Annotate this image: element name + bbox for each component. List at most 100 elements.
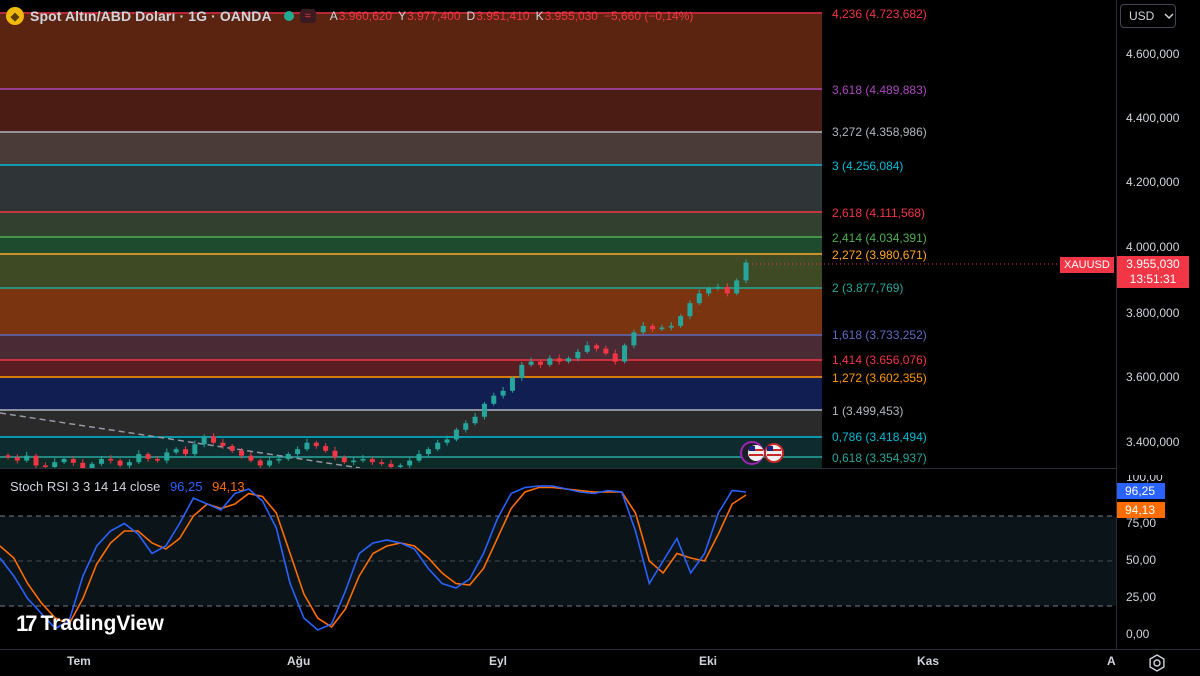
candle[interactable]: [640, 325, 646, 333]
fib-label[interactable]: 1,618 (3.733,252): [832, 328, 927, 342]
fib-label[interactable]: 2 (3.877,769): [832, 281, 904, 295]
candle[interactable]: [126, 462, 132, 466]
candle[interactable]: [509, 377, 515, 391]
dashed-trendline[interactable]: [0, 412, 361, 469]
candle[interactable]: [575, 351, 581, 359]
candle[interactable]: [379, 462, 385, 464]
fib-label[interactable]: 3,272 (4.358,986): [832, 125, 927, 139]
candle[interactable]: [584, 345, 590, 352]
candle[interactable]: [622, 345, 628, 362]
candle[interactable]: [388, 463, 394, 468]
candle[interactable]: [360, 458, 366, 461]
candle[interactable]: [678, 316, 684, 326]
fib-label[interactable]: 2,618 (4.111,568): [832, 206, 925, 220]
candle[interactable]: [267, 460, 273, 466]
fib-label[interactable]: 1 (3.499,453): [832, 404, 904, 418]
candle[interactable]: [220, 442, 226, 446]
candle[interactable]: [743, 262, 749, 281]
candle[interactable]: [332, 450, 338, 458]
candle[interactable]: [603, 348, 609, 354]
symbol-title[interactable]: Spot Altın/ABD Doları · 1G · OANDA: [30, 8, 272, 24]
candle[interactable]: [547, 358, 553, 365]
candle[interactable]: [276, 458, 282, 461]
candle[interactable]: [182, 449, 188, 455]
fib-label[interactable]: 3,618 (4.489,883): [832, 83, 927, 97]
candle[interactable]: [416, 454, 422, 461]
candle[interactable]: [201, 436, 207, 445]
candle[interactable]: [444, 439, 450, 443]
candle[interactable]: [696, 293, 702, 304]
candle[interactable]: [369, 458, 375, 463]
candle[interactable]: [650, 325, 656, 330]
candle[interactable]: [164, 452, 170, 461]
candle[interactable]: [42, 465, 48, 468]
candle[interactable]: [537, 361, 543, 365]
candle[interactable]: [239, 450, 245, 456]
candle[interactable]: [397, 465, 403, 468]
candle[interactable]: [145, 454, 151, 459]
candle[interactable]: [631, 332, 637, 346]
candle[interactable]: [154, 458, 160, 461]
candle[interactable]: [407, 460, 413, 466]
tradingview-logo[interactable]: 17 TradingView: [16, 611, 164, 637]
fib-label[interactable]: 1,414 (3.656,076): [832, 353, 927, 367]
fib-label[interactable]: 1,272 (3.602,355): [832, 371, 927, 385]
candle[interactable]: [24, 455, 30, 461]
candle[interactable]: [117, 460, 123, 466]
candle[interactable]: [211, 436, 217, 443]
candle[interactable]: [323, 445, 329, 451]
candle[interactable]: [33, 455, 39, 466]
candle[interactable]: [734, 280, 740, 294]
fib-label[interactable]: 0,786 (3.418,494): [832, 430, 927, 444]
candle[interactable]: [98, 458, 104, 464]
candle[interactable]: [248, 455, 254, 461]
economic-events-icon[interactable]: [740, 441, 784, 465]
fib-label[interactable]: 3 (4.256,084): [832, 159, 904, 173]
candle[interactable]: [481, 403, 487, 417]
candle[interactable]: [706, 288, 712, 294]
candle[interactable]: [668, 325, 674, 328]
currency-button[interactable]: USD: [1120, 4, 1176, 28]
candle[interactable]: [192, 444, 198, 455]
candle[interactable]: [659, 327, 665, 330]
candle[interactable]: [425, 449, 431, 455]
candle[interactable]: [229, 445, 235, 451]
candle[interactable]: [257, 460, 263, 466]
candle[interactable]: [313, 442, 319, 446]
candle[interactable]: [351, 460, 357, 463]
candle[interactable]: [715, 286, 721, 289]
candle[interactable]: [500, 390, 506, 396]
candles[interactable]: [5, 259, 749, 468]
candle[interactable]: [566, 358, 572, 362]
candle[interactable]: [173, 449, 179, 453]
stoch-rsi-legend[interactable]: Stoch RSI 3 3 14 14 close 96,25 94,13: [10, 479, 245, 494]
fib-label[interactable]: 2,414 (4.034,391): [832, 231, 927, 245]
candle[interactable]: [463, 423, 469, 430]
candle[interactable]: [61, 458, 67, 463]
candle[interactable]: [89, 463, 95, 468]
candle[interactable]: [5, 455, 11, 458]
candle[interactable]: [556, 358, 562, 362]
settings-gear-icon[interactable]: [1148, 654, 1166, 672]
symbol-legend[interactable]: ◆ Spot Altın/ABD Doları · 1G · OANDA ≈ A…: [6, 4, 693, 28]
candle[interactable]: [519, 364, 525, 378]
candle[interactable]: [52, 462, 58, 468]
candle[interactable]: [341, 457, 347, 463]
candle[interactable]: [687, 303, 693, 317]
candle[interactable]: [285, 454, 291, 459]
candle[interactable]: [295, 449, 301, 455]
candle[interactable]: [80, 462, 86, 468]
candle[interactable]: [491, 395, 497, 404]
candle[interactable]: [304, 442, 310, 450]
fib-label[interactable]: 4,236 (4.723,682): [832, 7, 927, 21]
fib-label[interactable]: 0,618 (3.354,937): [832, 451, 927, 465]
candle[interactable]: [594, 345, 600, 349]
candle[interactable]: [612, 353, 618, 362]
candle[interactable]: [528, 361, 534, 365]
candle[interactable]: [453, 429, 459, 440]
candle[interactable]: [136, 454, 142, 463]
fib-label[interactable]: 2,272 (3.980,671): [832, 248, 927, 262]
candle[interactable]: [14, 457, 20, 461]
candle[interactable]: [70, 458, 76, 463]
